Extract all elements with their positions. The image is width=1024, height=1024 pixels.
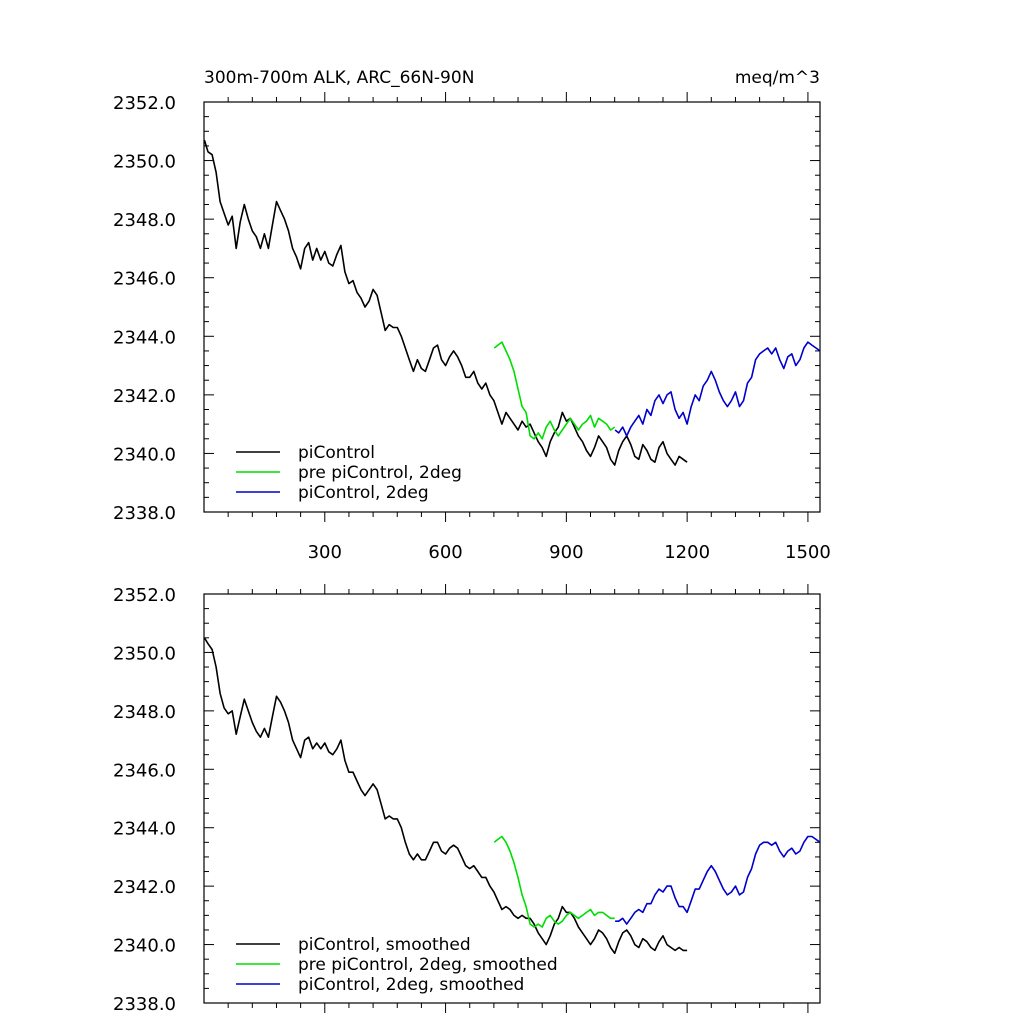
y-tick-label: 2344.0	[113, 327, 176, 348]
panel-bottom: 2338.0 2340.0 2342.0 2344.0 2346.0 2348.0 2350…	[113, 584, 821, 1015]
chart-title: 300m-700m ALK, ARC_66N-90N	[204, 68, 474, 88]
legend-label: piControl, 2deg	[298, 483, 429, 503]
legend-label: pre piControl, 2deg, smoothed	[298, 955, 558, 975]
y-tick-label: 2346.0	[113, 760, 176, 781]
y-tick-label: 2338.0	[113, 503, 176, 524]
series-line-1	[493, 341, 616, 440]
plot-frame	[203, 101, 821, 513]
series-line-0	[204, 139, 688, 466]
y-tick-label: 2344.0	[113, 819, 176, 840]
series-line-1	[493, 835, 615, 928]
plot-frame	[203, 593, 821, 1004]
y-tick-label: 2350.0	[113, 643, 176, 664]
series-line-2	[614, 341, 820, 437]
y-tick-label: 2350.0	[113, 152, 176, 173]
y-tick-label: 2342.0	[113, 386, 176, 407]
x-tick-label: 1500	[785, 542, 831, 563]
series-line-0	[204, 637, 688, 955]
y-tick-label: 2342.0	[113, 877, 176, 898]
legend-label: pre piControl, 2deg	[298, 463, 462, 483]
y-tick-label: 2340.0	[113, 936, 176, 957]
x-tick-label: 300	[308, 542, 342, 563]
y-tick-label: 2346.0	[113, 269, 176, 290]
x-tick-label: 900	[549, 542, 583, 563]
y-tick-label: 2348.0	[113, 702, 176, 723]
y-tick-label: 2340.0	[113, 444, 176, 465]
panel-top: 2338.0 2340.0 2342.0 2344.0 2346.0 2348.0 2350…	[113, 92, 831, 563]
y-tick-label: 2352.0	[113, 585, 176, 606]
units-label: meq/m^3	[735, 68, 820, 88]
x-tick-label: 600	[428, 542, 462, 563]
x-tick-label: 1200	[664, 542, 710, 563]
y-tick-label: 2352.0	[113, 93, 176, 114]
y-tick-label: 2348.0	[113, 210, 176, 231]
y-tick-label: 2338.0	[113, 994, 176, 1015]
legend-label: piControl	[298, 443, 375, 463]
legend-label: piControl, 2deg, smoothed	[298, 975, 524, 995]
series-line-2	[615, 835, 820, 925]
legend-label: piControl, smoothed	[298, 935, 471, 955]
